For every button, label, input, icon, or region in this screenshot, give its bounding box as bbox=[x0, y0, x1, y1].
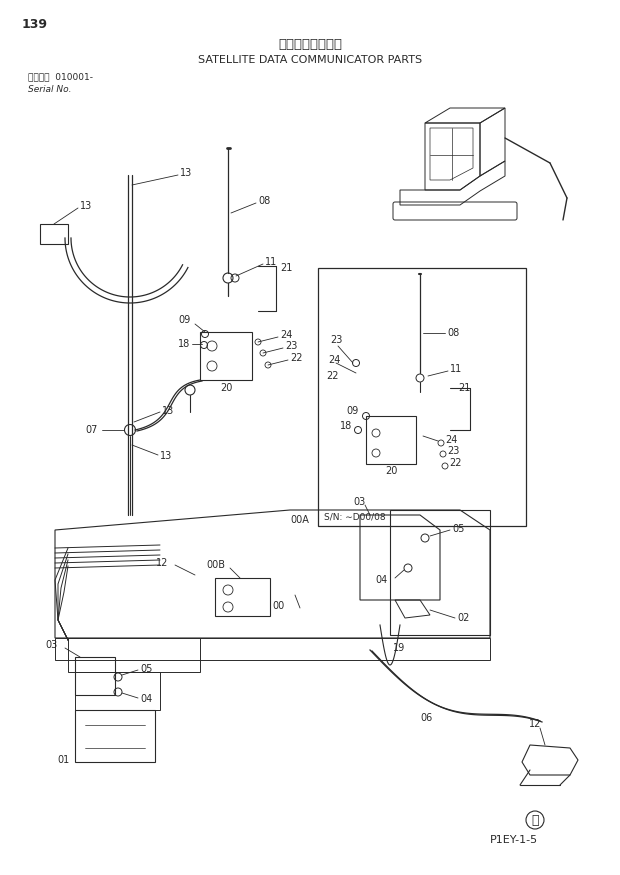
Text: 20: 20 bbox=[385, 466, 397, 476]
Text: 12: 12 bbox=[529, 719, 541, 729]
Text: 23: 23 bbox=[285, 341, 298, 351]
Text: 11: 11 bbox=[450, 364, 463, 374]
Text: 22: 22 bbox=[326, 371, 339, 381]
Text: 13: 13 bbox=[162, 406, 174, 416]
Text: 08: 08 bbox=[447, 328, 459, 338]
Text: 24: 24 bbox=[328, 355, 340, 365]
Text: 19: 19 bbox=[393, 643, 405, 653]
Text: 02: 02 bbox=[457, 613, 469, 623]
Text: P1EY-1-5: P1EY-1-5 bbox=[490, 835, 538, 845]
Text: 07: 07 bbox=[86, 425, 98, 435]
Text: 00A: 00A bbox=[290, 515, 309, 525]
Text: 21: 21 bbox=[458, 383, 471, 393]
Text: 22: 22 bbox=[449, 458, 461, 468]
Text: 18: 18 bbox=[178, 339, 190, 349]
Text: 05: 05 bbox=[140, 664, 153, 674]
Text: S/N: ∼D00/08: S/N: ∼D00/08 bbox=[324, 513, 386, 522]
Text: 適用号機  010001-: 適用号機 010001- bbox=[28, 73, 93, 81]
Text: 01: 01 bbox=[58, 755, 70, 765]
Text: 22: 22 bbox=[290, 353, 303, 363]
Bar bbox=[75, 710, 155, 762]
Text: 00: 00 bbox=[273, 601, 285, 611]
Text: 09: 09 bbox=[178, 315, 190, 325]
Text: 03: 03 bbox=[46, 640, 58, 650]
Text: 08: 08 bbox=[258, 196, 270, 206]
Text: 05: 05 bbox=[452, 524, 464, 534]
Text: 20: 20 bbox=[220, 383, 232, 393]
Bar bbox=[215, 578, 270, 616]
Text: 13: 13 bbox=[80, 201, 92, 211]
Text: 24: 24 bbox=[445, 435, 458, 445]
Text: 衛星通信端末用品: 衛星通信端末用品 bbox=[278, 38, 342, 52]
Text: 11: 11 bbox=[265, 257, 277, 267]
Text: SATELLITE DATA COMMUNICATOR PARTS: SATELLITE DATA COMMUNICATOR PARTS bbox=[198, 55, 422, 65]
Text: 23: 23 bbox=[447, 446, 459, 456]
Text: Ⓜ: Ⓜ bbox=[531, 814, 539, 827]
Bar bbox=[366, 416, 416, 464]
Text: 04: 04 bbox=[376, 575, 388, 585]
Text: 18: 18 bbox=[340, 421, 352, 431]
Text: 13: 13 bbox=[180, 168, 192, 178]
Text: 03: 03 bbox=[354, 497, 366, 507]
Text: 13: 13 bbox=[160, 451, 172, 461]
Bar bbox=[200, 332, 252, 380]
Bar bbox=[40, 224, 68, 244]
Text: 04: 04 bbox=[140, 694, 153, 704]
Text: Serial No.: Serial No. bbox=[28, 85, 71, 94]
Text: 21: 21 bbox=[280, 263, 293, 273]
Text: 00B: 00B bbox=[206, 560, 225, 570]
Bar bbox=[318, 268, 526, 526]
Text: 23: 23 bbox=[330, 335, 342, 345]
Text: 24: 24 bbox=[280, 330, 293, 340]
Text: 09: 09 bbox=[346, 406, 358, 416]
Text: 139: 139 bbox=[22, 18, 48, 31]
Text: 06: 06 bbox=[420, 713, 432, 723]
Text: 12: 12 bbox=[156, 558, 168, 568]
